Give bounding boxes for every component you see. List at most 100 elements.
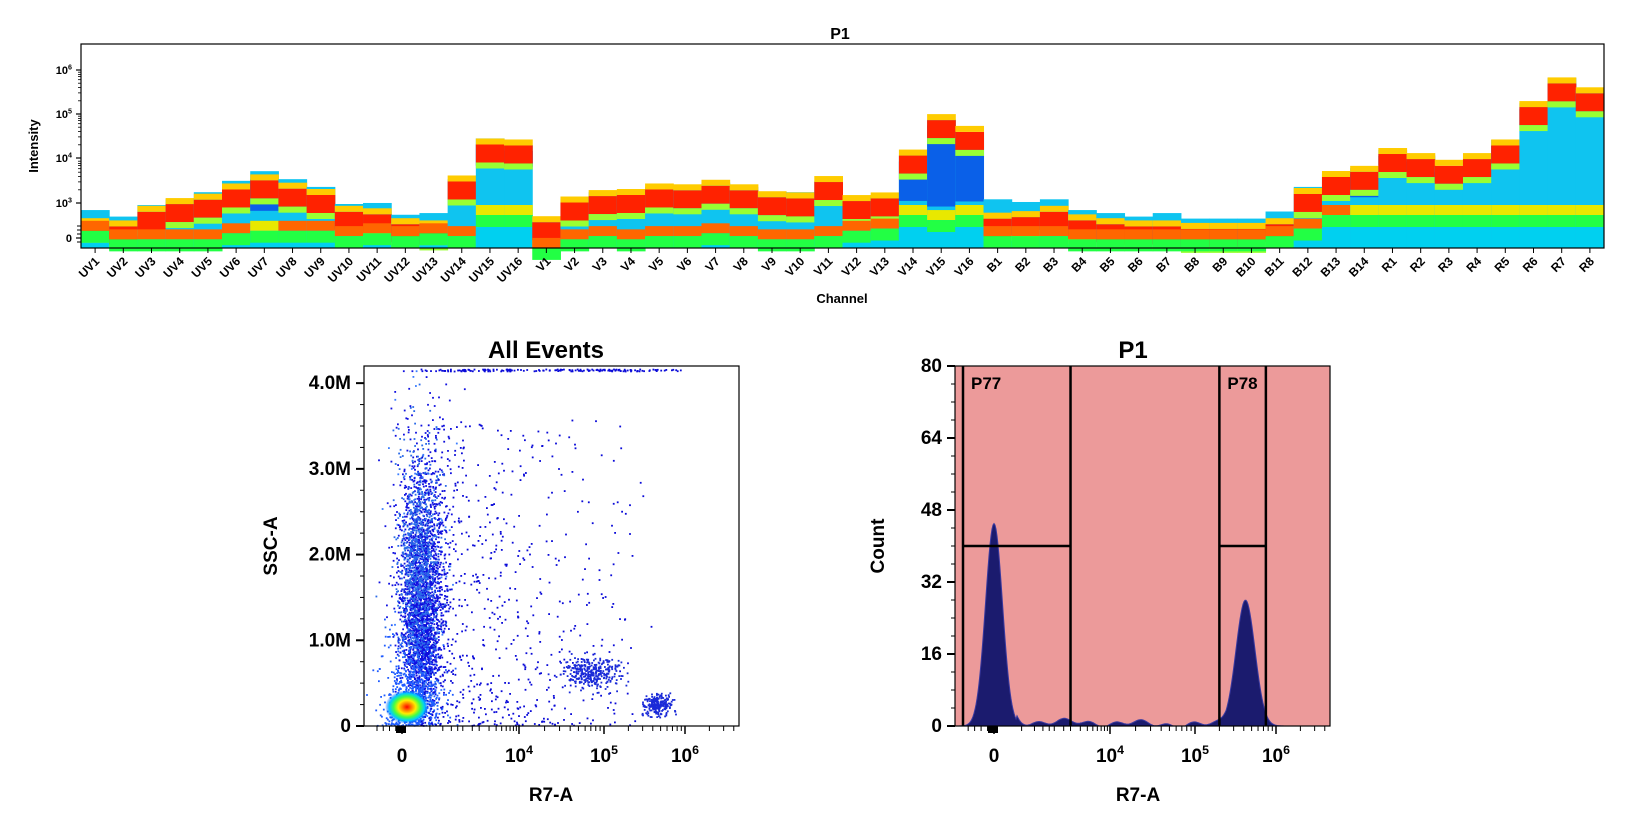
event-dot (437, 680, 439, 683)
event-dot (406, 676, 409, 678)
event-dot (423, 550, 426, 552)
event-dot (429, 626, 432, 629)
event-dot (423, 535, 426, 538)
event-dot (405, 605, 407, 608)
channel-band-lower (250, 198, 279, 205)
event-dot (416, 583, 419, 585)
event-dot (422, 496, 425, 499)
event-dot (421, 476, 424, 478)
event-dot (405, 547, 407, 549)
event-dot (432, 641, 435, 644)
event-dot (418, 583, 421, 586)
event-dot (437, 553, 440, 555)
channel-column-B13 (1321, 171, 1351, 248)
event-dot (448, 529, 451, 532)
event-dot (440, 614, 443, 617)
event-dot (416, 519, 419, 521)
event-dot (425, 541, 428, 544)
spectrum-x-tick-label: V13 (867, 254, 892, 279)
event-dot (424, 650, 427, 653)
event-dot (434, 639, 436, 642)
event-dot (493, 503, 495, 505)
event-dot (420, 523, 422, 525)
event-dot (415, 722, 418, 725)
event-dot (415, 540, 417, 543)
event-dot (420, 564, 423, 566)
event-dot (408, 657, 411, 660)
event-dot (433, 556, 435, 559)
event-dot (414, 549, 417, 551)
event-dot (650, 625, 653, 628)
event-dot (432, 638, 434, 641)
event-dot (439, 666, 442, 668)
event-dot (440, 648, 443, 651)
channel-noise-band (955, 205, 985, 215)
event-dot (409, 636, 412, 639)
channel-noise-floor (1321, 227, 1351, 248)
event-dot (449, 563, 452, 565)
event-dot (432, 684, 434, 687)
event-dot (402, 370, 405, 373)
channel-noise-band (1350, 205, 1379, 215)
event-dot (435, 548, 438, 551)
event-dot (429, 625, 432, 627)
channel-band-upper (673, 184, 702, 191)
channel-column-V13 (870, 192, 900, 248)
event-dot (419, 634, 422, 636)
event-dot (421, 538, 423, 541)
channel-band-upper (1096, 218, 1126, 225)
event-dot (429, 525, 432, 528)
event-dot (448, 692, 450, 694)
event-dot (408, 650, 411, 653)
event-dot (411, 465, 414, 468)
event-dot (429, 673, 432, 676)
event-dot (412, 686, 415, 689)
event-dot (422, 670, 425, 673)
event-dot (430, 700, 432, 703)
event-dot (433, 550, 436, 553)
event-dot (409, 476, 411, 478)
channel-band-upper (1265, 218, 1295, 225)
channel-noise-band (475, 205, 505, 215)
event-dot (413, 518, 416, 521)
event-dot (423, 561, 426, 564)
channel-column-UV13 (419, 213, 449, 251)
event-dot (419, 603, 422, 606)
channel-noise-band (193, 229, 223, 240)
event-dot (419, 573, 422, 575)
event-dot (391, 671, 393, 673)
event-dot (440, 530, 442, 533)
event-dot (421, 675, 423, 677)
event-dot (429, 656, 432, 659)
event-dot (449, 721, 452, 723)
event-dot (405, 674, 407, 677)
event-dot (426, 629, 429, 632)
event-dot (477, 464, 479, 466)
event-dot (403, 683, 406, 686)
event-dot (420, 622, 423, 624)
event-dot (418, 545, 421, 548)
event-dot (416, 621, 419, 624)
event-dot (408, 670, 411, 673)
event-dot (416, 653, 419, 656)
channel-peak-band (222, 189, 251, 208)
event-dot (403, 519, 406, 522)
event-dot (458, 517, 460, 520)
event-dot (419, 519, 421, 522)
event-dot (426, 715, 429, 717)
event-dot (433, 513, 436, 515)
event-dot (428, 554, 431, 557)
event-dot (425, 660, 428, 663)
channel-band-lower (222, 207, 251, 214)
event-dot (405, 622, 407, 624)
event-dot (421, 641, 423, 644)
event-dot (409, 678, 412, 680)
event-dot (409, 477, 412, 479)
event-dot (428, 624, 430, 626)
event-dot (433, 528, 436, 530)
event-dot (419, 487, 421, 490)
event-dot (422, 598, 425, 600)
event-dot (558, 651, 561, 653)
event-dot (401, 633, 403, 635)
event-dot (587, 501, 590, 504)
